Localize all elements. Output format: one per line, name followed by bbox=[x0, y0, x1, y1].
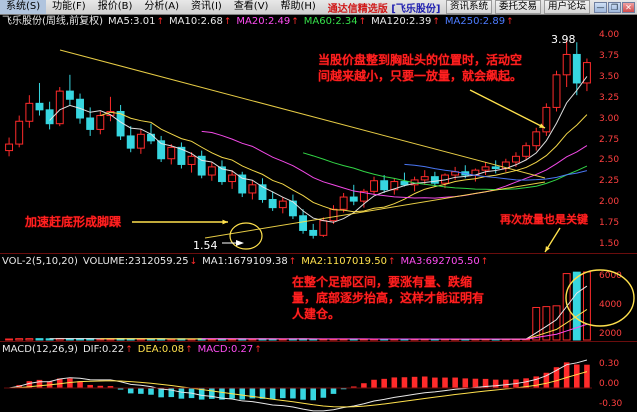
volume-indicator-legend: VOL-2(5,10,20) VOLUME:2312059.25 MA1:16791… bbox=[2, 256, 493, 268]
axis-tick: 3.50 bbox=[599, 71, 620, 82]
window-controls: — ❐ ✕ bbox=[594, 1, 635, 13]
menu-item-news[interactable]: 资讯(I) bbox=[191, 1, 222, 12]
legend-dea[interactable]: DEA:0.08 bbox=[138, 344, 193, 355]
price-indicator-legend: 飞乐股份(周线,前复权) MA5:3.01 MA10:2.68 MA20:2.49 MA… bbox=[2, 16, 519, 28]
axis-tick: 1.50 bbox=[599, 239, 620, 249]
legend-ma60[interactable]: MA60:2.34 bbox=[304, 16, 366, 27]
annotation-bottom-text: 在整个足部区间，要涨有量、跌缩 量，底部逐步抬高，这样才能证明有 人建仓。 bbox=[292, 275, 485, 321]
toolbar-button-trade[interactable]: 委托交易 bbox=[494, 0, 541, 14]
legend-ma250[interactable]: MA250:2.89 bbox=[445, 16, 514, 27]
annotation-top-text: 当股价盘整到胸趾头的位置时，活动空 间越来越小，只要一放量，就会飙起。 bbox=[318, 53, 523, 83]
toolbar-button-news[interactable]: 资讯系统 bbox=[445, 0, 492, 14]
legend-ma120[interactable]: MA120:2.39 bbox=[371, 16, 440, 27]
axis-tick: 6000 bbox=[599, 271, 622, 281]
pane-separator-price-volume bbox=[0, 253, 637, 254]
axis-tick: -0.30 bbox=[599, 399, 623, 409]
legend-ma5[interactable]: MA5:3.01 bbox=[108, 16, 164, 27]
legend-macd[interactable]: MACD:0.27 bbox=[198, 344, 262, 355]
axis-tick: 2.75 bbox=[599, 134, 620, 145]
menu-item-analysis[interactable]: 分析(A) bbox=[144, 1, 180, 12]
menu-item-system[interactable]: 系统(S) bbox=[0, 0, 47, 14]
axis-tick: 0.30 bbox=[599, 359, 620, 369]
axis-tick: 0.00 bbox=[599, 379, 620, 389]
menu-item-quote[interactable]: 报价(B) bbox=[97, 1, 133, 12]
legend-dif[interactable]: DIF:0.22 bbox=[83, 344, 133, 355]
chart-title: 飞乐股份(周线,前复权) bbox=[2, 16, 103, 27]
legend-volume[interactable]: VOLUME:2312059.25 bbox=[83, 256, 197, 267]
brand-name: 通达信精选版 bbox=[327, 3, 388, 15]
axis-tick: 2.25 bbox=[599, 176, 620, 187]
axis-tick: 3.25 bbox=[599, 92, 620, 103]
axis-tick: 4.00 bbox=[599, 30, 620, 40]
axis-tick: 2.00 bbox=[599, 197, 620, 208]
price-axis: 4.00 3.75 3.50 3.25 3.00 2.75 2.50 2.25 2.00 1.75… bbox=[596, 27, 637, 252]
app-brand-title: 通达信精选版 [飞乐股份] bbox=[328, 0, 441, 15]
legend-vol-ma2[interactable]: MA2:1107019.50 bbox=[301, 256, 395, 267]
axis-tick: 1.75 bbox=[599, 218, 620, 229]
axis-tick: 4000 bbox=[599, 300, 622, 310]
menu-item-help[interactable]: 帮助(H) bbox=[280, 1, 316, 12]
minimize-button[interactable]: — bbox=[594, 1, 607, 13]
legend-vol-ma1[interactable]: MA1:1679109.38 bbox=[202, 256, 296, 267]
maximize-button[interactable]: ❐ bbox=[608, 1, 621, 13]
current-stock-title: [飞乐股份] bbox=[391, 3, 441, 15]
macd-indicator-legend: MACD(12,26,9) DIF:0.22 DEA:0.08 MACD:0.27 bbox=[2, 344, 267, 356]
volume-indicator-title: VOL-2(5,10,20) bbox=[2, 256, 78, 267]
macd-axis: 0.30 0.00 -0.30 bbox=[596, 356, 637, 412]
price-label-low: 1.54 bbox=[193, 239, 218, 252]
annotation-right-text: 再次放量也是关键 bbox=[500, 213, 588, 226]
price-label-high: 3.98 bbox=[551, 33, 576, 46]
menu-bar: 系统(S) 功能(F) 报价(B) 分析(A) 资讯(I) 查看(V) 帮助(H… bbox=[0, 0, 637, 15]
toolbar-button-forum[interactable]: 用户论坛 bbox=[543, 0, 590, 14]
pane-separator-volume-macd bbox=[0, 341, 637, 342]
legend-ma20[interactable]: MA20:2.49 bbox=[236, 16, 298, 27]
legend-ma10[interactable]: MA10:2.68 bbox=[169, 16, 231, 27]
axis-tick: 3.75 bbox=[599, 50, 620, 61]
volume-axis: 6000 4000 2000 bbox=[596, 268, 637, 342]
menu-item-function[interactable]: 功能(F) bbox=[52, 1, 86, 12]
axis-tick: 2000 bbox=[599, 329, 622, 339]
axis-tick: 3.00 bbox=[599, 113, 620, 124]
axis-tick: 2.50 bbox=[599, 155, 620, 166]
macd-indicator-title: MACD(12,26,9) bbox=[2, 344, 78, 355]
legend-vol-ma3[interactable]: MA3:692705.50 bbox=[400, 256, 488, 267]
close-button[interactable]: ✕ bbox=[622, 1, 635, 13]
annotation-left-text: 加速赶底形成脚踝 bbox=[25, 215, 122, 229]
menu-item-view[interactable]: 查看(V) bbox=[233, 1, 269, 12]
